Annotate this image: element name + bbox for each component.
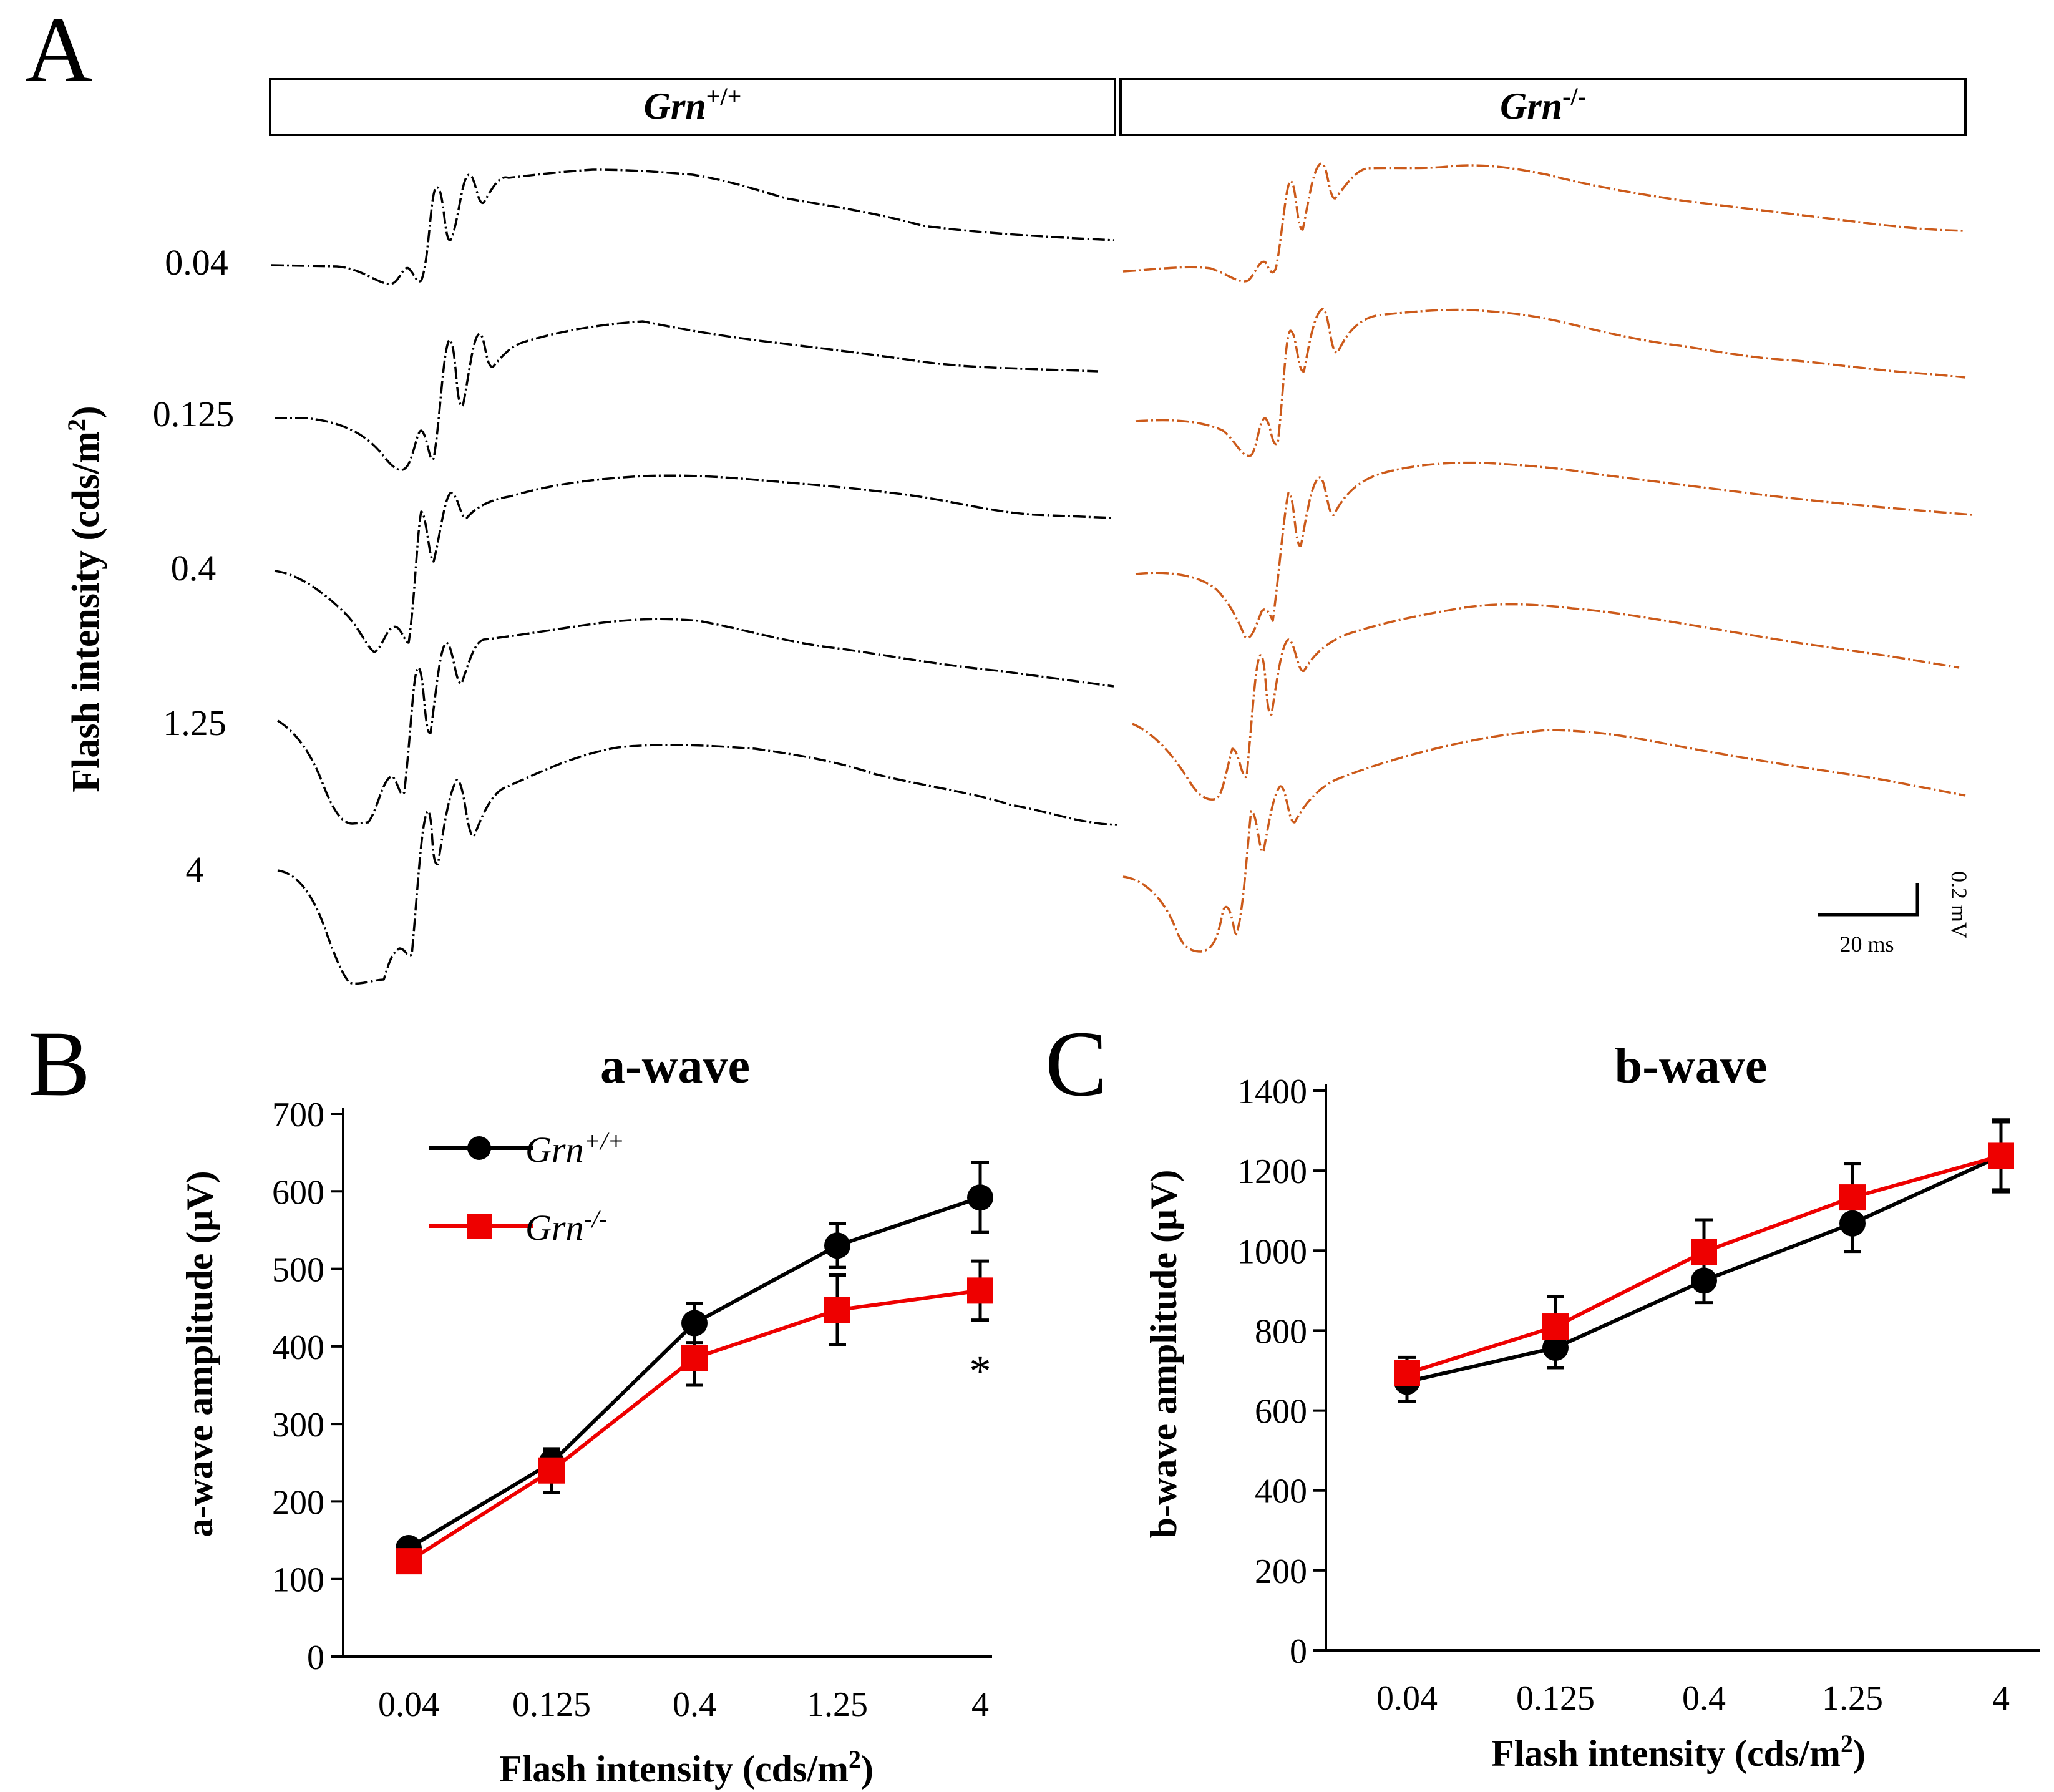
chart-c-xlabel: Flash intensity (cds/m2): [1491, 1730, 1866, 1774]
x-tick-label: 0.4: [673, 1685, 716, 1724]
y-tick-label: 700: [272, 1096, 324, 1134]
y-tick-label: 400: [1255, 1473, 1307, 1511]
trace-wt-1.25: [277, 618, 1114, 825]
scale-time-label: 20 ms: [1839, 932, 1894, 957]
chart-b-xlabel: Flash intensity (cds/m2): [499, 1745, 874, 1790]
header-label-wt: Grn+/+: [644, 82, 742, 127]
data-point: [824, 1232, 850, 1259]
x-tick-label: 0.4: [1682, 1679, 1726, 1718]
trace-ko-0.4: [1135, 461, 1972, 639]
y-tick-label: 0: [1290, 1632, 1307, 1671]
x-tick-label: 4: [1992, 1679, 2010, 1718]
chart-b-plot: 0 100 200 300 400 500 600 700 0.04 0.125 0.4 1.25 4 *: [272, 1096, 993, 1724]
data-point: [681, 1345, 708, 1371]
scale-bar-lines: [1818, 883, 1919, 917]
y-tick-label: 300: [272, 1406, 324, 1444]
data-point: [824, 1297, 850, 1323]
intensity-label-2: 0.125: [153, 394, 235, 434]
scale-voltage-label: 0.2 mV: [1947, 871, 1972, 938]
data-point: [1839, 1184, 1866, 1211]
intensity-label-5: 4: [186, 849, 204, 890]
header-label-ko: Grn-/-: [1500, 82, 1586, 127]
intensity-label-3: 0.4: [171, 548, 217, 588]
legend-marker-wt: [467, 1136, 491, 1160]
header-box-ko: [1119, 78, 1967, 136]
chart-b-ylabel: a-wave amplitude (μV): [179, 1171, 220, 1537]
y-tick-label: 1400: [1237, 1073, 1307, 1111]
chart-b-title: a-wave: [600, 1039, 750, 1094]
data-point: [1691, 1239, 1717, 1265]
x-tick-label: 1.25: [1822, 1679, 1883, 1718]
intensity-label-1: 0.04: [165, 242, 228, 283]
trace-wt-4: [277, 744, 1117, 985]
data-point: [1542, 1313, 1569, 1340]
legend-marker-ko: [467, 1214, 492, 1239]
data-point: [967, 1277, 993, 1304]
traces-ylabel: Flash intensity (cds/m2): [62, 406, 107, 792]
chart-c-ylabel: b-wave amplitude (μV): [1143, 1170, 1184, 1539]
panel-c-letter: C: [1045, 1012, 1107, 1116]
x-tick-label: 0.04: [378, 1685, 439, 1724]
x-tick-label: 0.125: [1516, 1679, 1595, 1718]
y-tick-label: 0: [307, 1639, 324, 1677]
y-tick-label: 600: [272, 1173, 324, 1212]
trace-ko-0.04: [1122, 162, 1966, 283]
traces-wt: [271, 168, 1117, 985]
y-tick-label: 400: [272, 1328, 324, 1367]
y-tick-label: 600: [1255, 1393, 1307, 1431]
data-point: [1988, 1142, 2014, 1169]
chart-c-plot: 0 200 400 600 800 1000 1200 1400 0.04 0.125 0.4 1.2…: [1237, 1073, 2040, 1718]
panel-b: B a-wave a-wave amplitude (μV) Flash int…: [28, 1012, 993, 1790]
chart-c-title: b-wave: [1615, 1039, 1767, 1094]
x-tick-label: 0.04: [1376, 1679, 1438, 1718]
y-tick-label: 100: [272, 1561, 324, 1600]
trace-ko-1.25: [1132, 603, 1960, 801]
data-point: [967, 1184, 993, 1211]
significance-marker: *: [970, 1348, 991, 1396]
y-tick-label: 800: [1255, 1312, 1307, 1351]
data-point: [396, 1548, 422, 1575]
y-tick-label: 200: [272, 1483, 324, 1522]
legend-label-wt: Grn+/+: [525, 1127, 625, 1170]
panel-b-letter: B: [28, 1012, 90, 1116]
legend-item-ko: Grn-/-: [429, 1205, 607, 1248]
data-point: [1394, 1360, 1420, 1386]
y-tick-label: 500: [272, 1251, 324, 1290]
trace-wt-0.125: [275, 320, 1099, 471]
scale-bar: 20 ms 0.2 mV: [1818, 871, 1972, 957]
x-tick-label: 4: [971, 1685, 989, 1724]
x-tick-label: 1.25: [807, 1685, 868, 1724]
panel-a: A Grn+/+ Grn-/- Flash intensity (cds/m2)…: [25, 0, 1972, 985]
legend-item-wt: Grn+/+: [429, 1127, 625, 1170]
y-tick-label: 1000: [1237, 1232, 1307, 1271]
intensity-label-4: 1.25: [163, 703, 226, 743]
legend-label-ko: Grn-/-: [525, 1205, 607, 1248]
trace-wt-0.4: [274, 474, 1114, 653]
trace-ko-4: [1122, 729, 1966, 953]
header-box-wt: [269, 78, 1116, 136]
trace-wt-0.04: [271, 168, 1114, 285]
y-tick-label: 1200: [1237, 1152, 1307, 1191]
x-tick-label: 0.125: [512, 1685, 591, 1724]
panel-a-letter: A: [25, 0, 92, 102]
data-point: [538, 1457, 565, 1484]
chart-b-legend: Grn+/+ Grn-/-: [429, 1127, 625, 1248]
traces-ko: [1122, 162, 1972, 953]
trace-ko-0.125: [1135, 308, 1966, 457]
y-tick-label: 200: [1255, 1552, 1307, 1591]
panel-c: C b-wave b-wave amplitude (μV) Flash int…: [1045, 1012, 2040, 1774]
